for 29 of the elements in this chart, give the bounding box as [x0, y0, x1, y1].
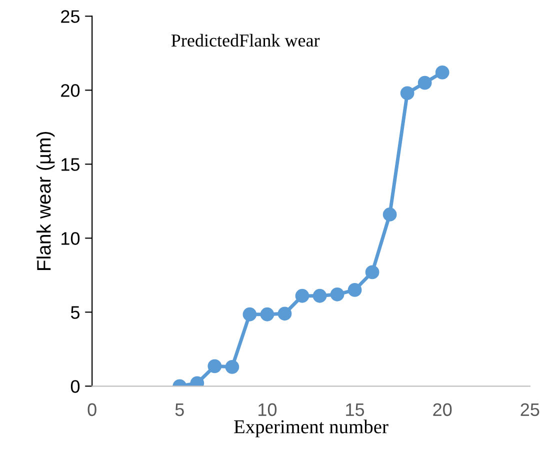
x-tick-label: 25 [520, 403, 540, 416]
x-tick-label: 10 [258, 403, 277, 416]
point [225, 360, 240, 374]
point [400, 86, 414, 100]
point [208, 359, 222, 374]
point [365, 265, 380, 280]
point [382, 208, 397, 222]
point [418, 76, 432, 90]
point [312, 288, 327, 303]
point [330, 287, 344, 302]
point [260, 307, 274, 322]
point [435, 65, 450, 80]
x-tick-label: 20 [433, 403, 452, 416]
y-tick-label: 5 [70, 306, 80, 319]
x-axis-title: Experiment number [234, 420, 388, 438]
y-axis-title: Flank wear (µm) [36, 132, 55, 270]
point [295, 288, 310, 303]
y-tick-label: 0 [70, 380, 80, 393]
x-tick-label: 0 [88, 403, 96, 416]
y-tick-label: 10 [62, 232, 80, 245]
point [348, 283, 362, 297]
y-tick-label: 20 [61, 84, 80, 97]
point [242, 307, 257, 322]
y-tick-label: 25 [61, 10, 80, 23]
annotation: PredictedFlank wear [171, 34, 320, 47]
y-tick-label: 15 [62, 158, 80, 171]
x-tick-label: 15 [346, 403, 364, 416]
x-tick-label: 5 [175, 403, 184, 416]
point [278, 306, 292, 321]
